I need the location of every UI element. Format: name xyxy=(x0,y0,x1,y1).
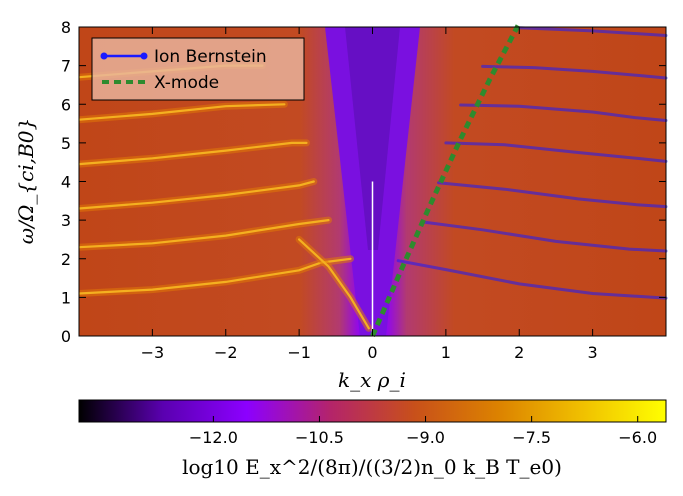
ion-bernstein-branch-3 xyxy=(444,141,668,163)
colorbar-label: log10 E_x^2/(8π)/((3/2)n_0 k_B T_e0) xyxy=(182,455,562,479)
x-tick-label: 1 xyxy=(441,343,451,362)
y-tick-label: 5 xyxy=(61,134,71,153)
plot-area: −3 −2 −1 0 1 2 3 0 1 2 3 4 5 6 7 8 k_x ρ_i ω/Ω_{ci,B0}… xyxy=(14,18,668,392)
y-tick-label: 7 xyxy=(61,57,71,76)
y-ticks: 0 1 2 3 4 5 6 7 8 xyxy=(61,18,666,346)
ion-bernstein-branch-0 xyxy=(396,259,668,300)
y-tick-label: 1 xyxy=(61,288,71,307)
x-mode-line xyxy=(370,21,522,337)
spectral-band-4 xyxy=(79,103,286,121)
colorbar: −12.0 −10.5 −9.0 −7.5 −6.0 log10 E_x^2/(8π)/… xyxy=(78,399,667,479)
legend-x-mode-label: X-mode xyxy=(154,73,219,93)
colorbar-tick-label: −12.0 xyxy=(189,428,238,447)
x-ticks: −3 −2 −1 0 1 2 3 xyxy=(141,27,598,362)
ion-bernstein-branch-2 xyxy=(437,181,668,209)
y-tick-label: 8 xyxy=(61,18,71,37)
colorbar-tick-label: −9.0 xyxy=(406,428,445,447)
colorbar-ticks: −12.0 −10.5 −9.0 −7.5 −6.0 xyxy=(189,416,657,447)
heatmap-central-core xyxy=(345,27,400,250)
legend-box xyxy=(91,37,305,101)
ion-bernstein-branch-5 xyxy=(481,64,668,80)
colorbar-tick-label: −10.5 xyxy=(295,428,344,447)
legend-ion-bernstein-marker-right xyxy=(140,52,148,60)
spectral-bands xyxy=(79,62,373,332)
colorbar-tick-label: −7.5 xyxy=(512,428,551,447)
x-axis-label: k_x ρ_i xyxy=(338,368,406,392)
y-tick-label: 4 xyxy=(61,173,71,192)
x-tick-label: 3 xyxy=(588,343,598,362)
legend: Ion Bernstein X-mode xyxy=(91,37,305,101)
spectral-band-2 xyxy=(79,180,315,210)
colorbar-tick-label: −6.0 xyxy=(618,428,657,447)
heatmap-left-region xyxy=(79,27,362,336)
y-tick-label: 2 xyxy=(61,250,71,269)
heatmap-right-region xyxy=(384,27,666,336)
x-tick-label: −1 xyxy=(287,343,311,362)
spectral-band-6 xyxy=(298,238,370,330)
spectral-band-3 xyxy=(79,141,308,166)
ion-bernstein-branch-4 xyxy=(459,103,668,122)
x-tick-label: −3 xyxy=(141,343,165,362)
y-tick-label: 6 xyxy=(61,95,71,114)
data-series xyxy=(370,21,668,337)
x-tick-label: 0 xyxy=(367,343,377,362)
legend-ion-bernstein-marker-left xyxy=(100,52,108,60)
legend-ion-bernstein-label: Ion Bernstein xyxy=(154,47,267,67)
heatmap-layer xyxy=(79,27,666,336)
y-tick-label: 3 xyxy=(61,211,71,230)
x-tick-label: −2 xyxy=(214,343,238,362)
x-tick-label: 2 xyxy=(514,343,524,362)
colorbar-gradient xyxy=(78,399,667,423)
spectral-band-1 xyxy=(79,219,330,249)
y-axis-label: ω/Ω_{ci,B0} xyxy=(14,118,38,244)
y-tick-label: 0 xyxy=(61,327,71,346)
ion-bernstein-branch-1 xyxy=(422,220,668,253)
